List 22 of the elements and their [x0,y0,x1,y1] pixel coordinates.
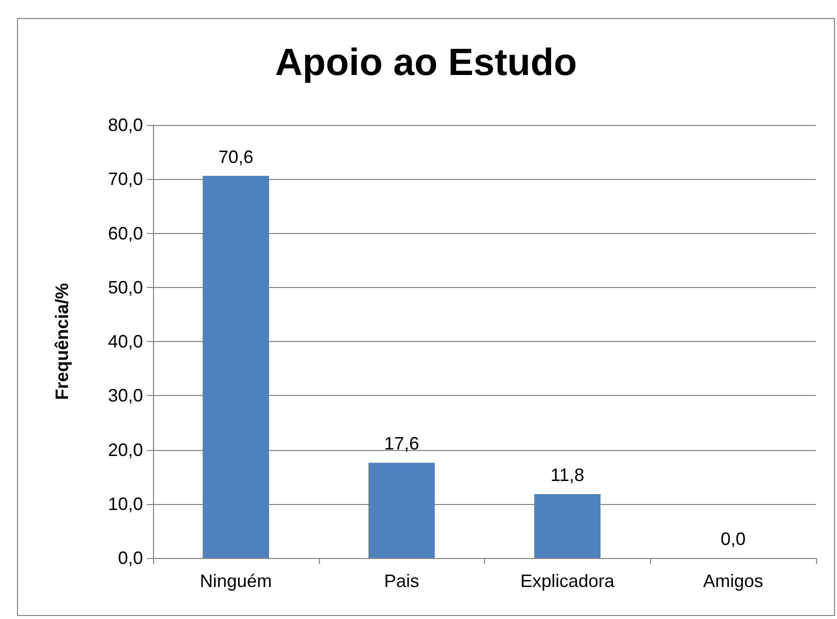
data-label: 0,0 [720,529,746,549]
y-tick-label: 0,0 [118,548,143,568]
bar [534,494,601,558]
y-axis-title: Frequência/% [52,282,72,400]
y-tick-label: 60,0 [108,223,143,244]
data-label: 70,6 [218,146,254,167]
x-tick-label: Pais [384,571,420,591]
y-tick-label: 70,0 [108,169,143,190]
y-tick-label: 40,0 [108,332,143,352]
chart-title: Apoio ao Estudo [275,42,577,84]
x-tick-label: Explicadora [520,571,616,591]
y-tick-label: 50,0 [108,277,143,298]
bar [202,176,270,558]
data-label: 17,6 [384,434,420,454]
y-tick-label: 30,0 [108,386,143,406]
y-tick-label: 10,0 [108,494,143,514]
y-tick-label: 20,0 [108,440,143,460]
data-label: 11,8 [550,465,584,486]
bar [368,462,435,558]
x-tick-label: Amigos [703,571,764,591]
y-tick-label: 80,0 [108,115,143,135]
x-tick-label: Ninguém [200,571,272,591]
